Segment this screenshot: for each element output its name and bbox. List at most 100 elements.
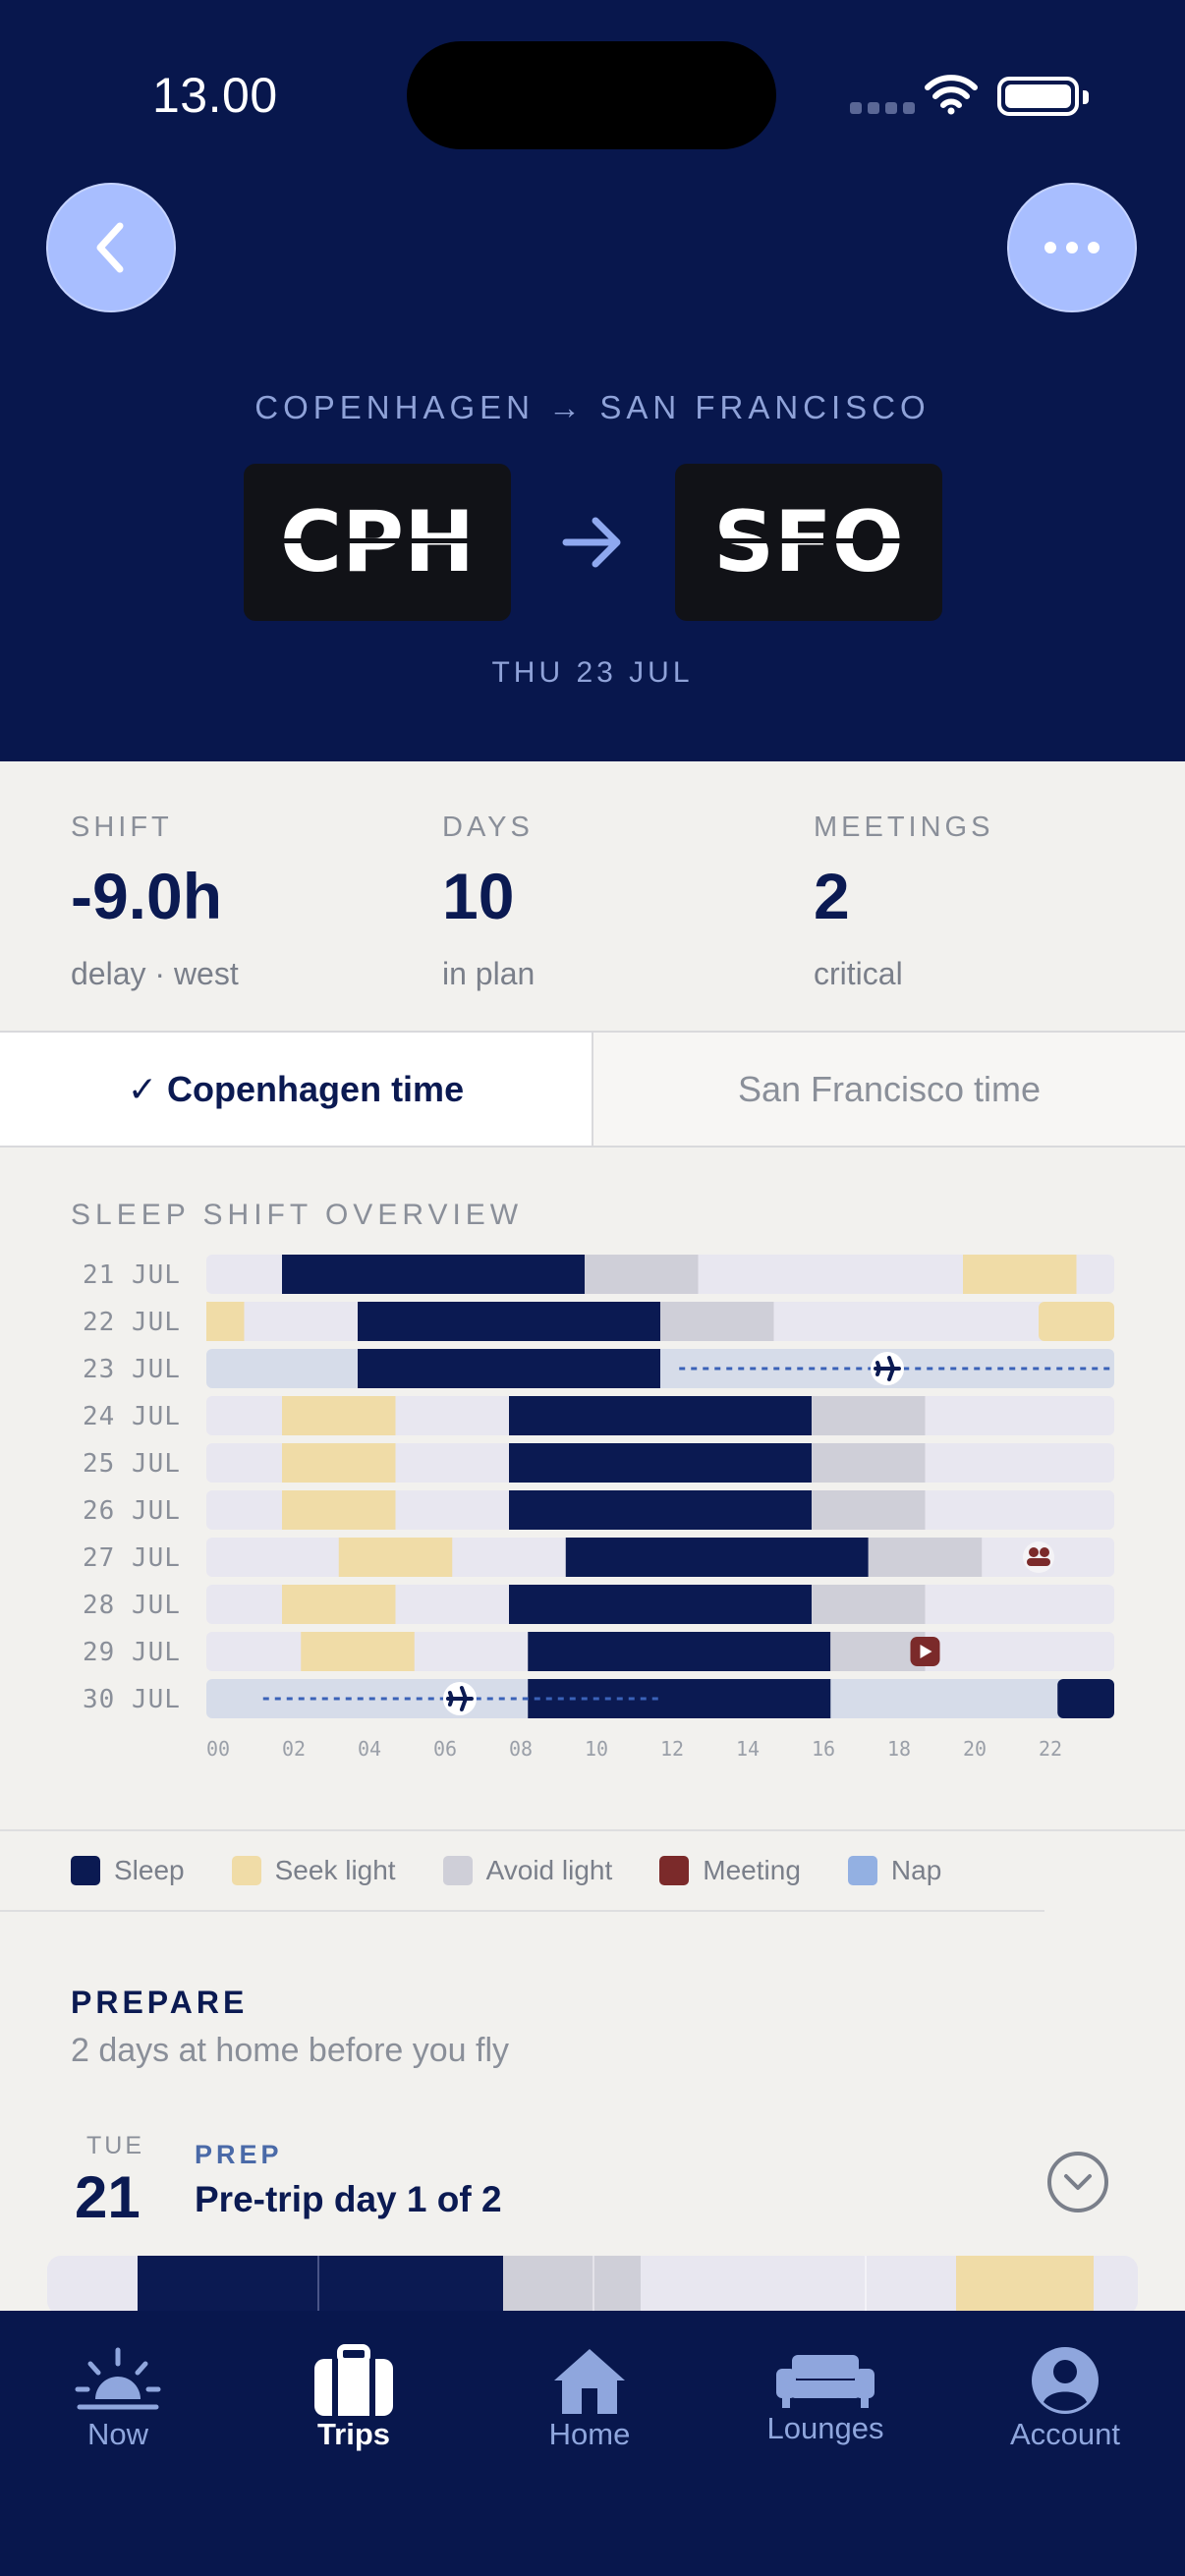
legend-label: Meeting: [703, 1855, 801, 1885]
stat-value: 10: [442, 860, 515, 932]
avoid-block: [660, 1302, 774, 1341]
sleep-block: [528, 1632, 831, 1671]
day-number: 21: [75, 2164, 141, 2230]
meeting-group-icon: [1029, 1547, 1039, 1557]
sleep-block: [509, 1585, 812, 1624]
cellular-signal-icon: [850, 102, 915, 114]
stat-meetings: MEETINGS 2 critical: [814, 812, 993, 992]
legend-label: Seek light: [274, 1855, 396, 1885]
row-date-label: 21 JUL: [83, 1260, 181, 1290]
sleep-block: [509, 1443, 812, 1483]
timezone-toggle: ✓ Copenhagen time San Francisco time: [0, 1031, 1185, 1148]
stat-value: -9.0h: [71, 860, 223, 932]
stat-shift: SHIFT -9.0h delay · west: [71, 812, 239, 992]
legend-item-nap: Nap: [847, 1855, 941, 1886]
legend-item-sleep: Sleep: [71, 1855, 185, 1886]
expand-day-button[interactable]: [1047, 2152, 1108, 2212]
stat-label: DAYS: [442, 812, 534, 843]
hour-tick-label: 22: [1039, 1737, 1062, 1761]
tab-label: Account: [1009, 2417, 1120, 2451]
sleep-block: [509, 1396, 812, 1435]
meeting-group-icon: [1027, 1558, 1050, 1566]
day-tag: PREP: [195, 2140, 283, 2169]
row-date-label: 25 JUL: [83, 1449, 181, 1479]
row-date-label: 30 JUL: [83, 1685, 181, 1714]
legend-swatch: [847, 1856, 877, 1885]
legend-item-meeting: Meeting: [659, 1855, 801, 1886]
sleep-block: [138, 2256, 503, 2315]
avoid-block: [585, 1255, 699, 1294]
row-date-label: 28 JUL: [83, 1591, 181, 1620]
seek-block: [206, 1302, 245, 1341]
chevron-left-icon: [96, 222, 124, 273]
stat-sub: in plan: [442, 956, 536, 991]
seek-block: [338, 1538, 453, 1577]
seek-block: [963, 1255, 1077, 1294]
row-date-label: 26 JUL: [83, 1496, 181, 1526]
tab-bar: Now Trips Home: [0, 2311, 1185, 2576]
house-icon: [554, 2349, 625, 2414]
row-date-label: 24 JUL: [83, 1402, 181, 1431]
tab-home[interactable]: Home: [472, 2311, 707, 2507]
sunrise-icon: [75, 2347, 161, 2410]
overview-title: SLEEP SHIFT OVERVIEW: [71, 1199, 524, 1231]
avoid-block: [812, 1443, 926, 1483]
back-button[interactable]: [46, 183, 176, 312]
stat-label: MEETINGS: [814, 812, 994, 843]
sleep-block: [358, 1302, 660, 1341]
hour-tick-label: 04: [358, 1737, 381, 1761]
hour-tick-label: 16: [812, 1737, 835, 1761]
suitcase-icon: [314, 2344, 393, 2416]
legend: Sleep Seek light Avoid light Meeting Nap: [71, 1855, 988, 1886]
airplane-icon: [445, 1686, 474, 1711]
avoid-block: [868, 1538, 983, 1577]
row-date-label: 29 JUL: [83, 1638, 181, 1667]
avoid-block: [812, 1490, 926, 1530]
tab-now[interactable]: Now: [0, 2311, 236, 2507]
legend-swatch: [71, 1856, 100, 1885]
prepare-title: PREPARE: [71, 1985, 249, 2020]
hour-tick-label: 00: [206, 1737, 230, 1761]
row-date-label: 27 JUL: [83, 1543, 181, 1573]
legend-swatch: [231, 1856, 261, 1885]
tab-label: Lounges: [766, 2411, 884, 2445]
stat-days: DAYS 10 in plan: [442, 812, 535, 992]
meeting-group-icon: [1040, 1547, 1049, 1557]
hour-tick-label: 10: [585, 1737, 608, 1761]
sleep-block: [358, 1349, 660, 1388]
sleep-block: [282, 1255, 585, 1294]
hour-tick-label: 08: [509, 1737, 533, 1761]
tab-account[interactable]: Account: [947, 2311, 1183, 2507]
meeting-badge: [1023, 1541, 1054, 1573]
row-date-label: 23 JUL: [83, 1355, 181, 1384]
seek-light-block: [956, 2256, 1094, 2315]
hour-tick-label: 02: [282, 1737, 306, 1761]
san-francisco-time-option[interactable]: San Francisco time: [593, 1033, 1185, 1146]
hour-tick-label: 18: [887, 1737, 911, 1761]
seek-block: [282, 1443, 396, 1483]
tab-trips[interactable]: Trips: [236, 2311, 472, 2507]
day-title[interactable]: Pre-trip day 1 of 2: [195, 2179, 502, 2219]
play-icon: [920, 1645, 932, 1658]
tab-label: Trips: [316, 2417, 391, 2451]
copenhagen-time-option[interactable]: ✓ Copenhagen time: [0, 1033, 593, 1146]
person-icon: [1032, 2347, 1099, 2414]
avoid-block: [830, 1632, 926, 1671]
hour-tick-label: 14: [736, 1737, 760, 1761]
prepare-subtitle: 2 days at home before you fly: [71, 2032, 510, 2069]
timeline-divider: [317, 2256, 319, 2315]
row-date-label: 22 JUL: [83, 1308, 181, 1337]
arrow-right-icon: [562, 517, 621, 568]
day-weekday: TUE: [86, 2132, 144, 2159]
legend-swatch: [659, 1856, 690, 1885]
hour-tick-label: 20: [963, 1737, 987, 1761]
more-options-button[interactable]: [1007, 183, 1137, 312]
sofa-icon: [776, 2355, 875, 2408]
tab-lounges[interactable]: Lounges: [707, 2311, 943, 2507]
day-timeline-preview: [47, 2256, 1138, 2315]
legend-bar: Sleep Seek light Avoid light Meeting Nap: [0, 1829, 1185, 1912]
legend-swatch: [442, 1856, 473, 1885]
sleep-shift-overview-chart: 21 JUL 22 JUL 23 JUL 24 JUL 25 JUL 26 JUL 27 J…: [83, 1255, 1114, 1761]
stat-sub: critical: [814, 956, 903, 991]
ellipsis-icon: [1044, 242, 1100, 253]
